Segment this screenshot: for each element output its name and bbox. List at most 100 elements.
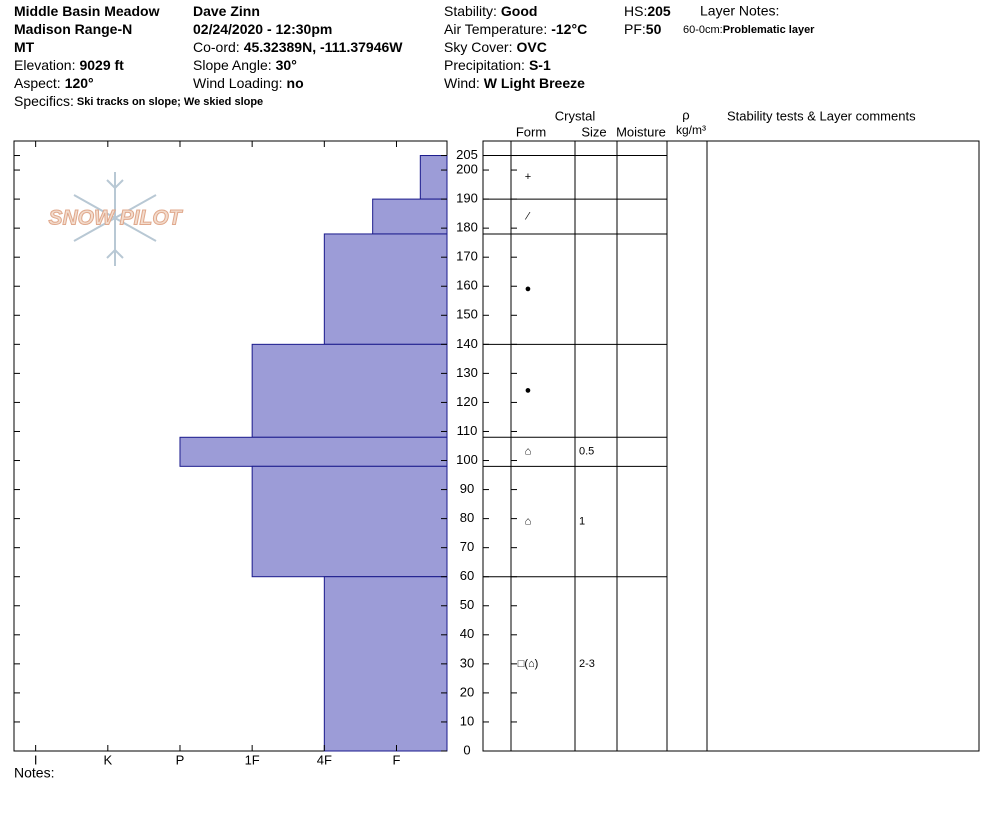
x-tick-label: 1F [245,752,260,767]
header-field: Aspect: 120° [14,75,94,91]
y-tick-label: 200 [456,161,478,176]
field-value: 9029 ft [79,57,124,73]
y-tick-label: 150 [456,307,478,322]
header-field: Precipitation: S-1 [444,57,551,73]
header-field: 02/24/2020 - 12:30pm [193,21,332,37]
y-tick-label: 20 [460,684,474,699]
field-value: Middle Basin Meadow [14,3,160,19]
y-tick-label: 40 [460,626,474,641]
grain-form: □(⌂) [518,658,539,670]
y-tick-label: 30 [460,655,474,670]
y-tick-label: 10 [460,713,474,728]
notes: Notes: [14,765,54,781]
grain-form: ⁄ [524,210,531,222]
y-tick-label: 100 [456,452,478,467]
header-field: Madison Range-N [14,21,132,37]
column-header: Form [516,124,546,139]
flake-tip [106,179,124,259]
y-tick-label: 90 [460,481,474,496]
x-tick-label: I [34,752,38,767]
hardness-bar [419,155,448,200]
field-label: Wind: [444,75,480,91]
y-tick-label: 60 [460,568,474,583]
field-value: -12°C [551,21,587,37]
header-field: Co-ord: 45.32389N, -111.37946W [193,39,403,55]
y-tick-label: 205 [456,147,478,162]
grain-form: ⌂ [525,515,532,527]
layer-frame [482,140,980,752]
field-value: Ski tracks on slope; We skied slope [77,96,263,108]
column-header: ρ [682,107,689,122]
column-header: Crystal [555,108,596,123]
column-header: Moisture [616,124,666,139]
y-tick-label: 170 [456,249,478,264]
field-label: Precipitation: [444,57,525,73]
y-tick-label: 110 [457,423,478,438]
field-label: HS: [624,3,647,19]
field-value: Dave Zinn [193,3,260,19]
field-label: Sky Cover: [444,39,512,55]
hardness-bar [179,436,448,467]
x-tick-label: P [176,752,185,767]
field-label: Co-ord: [193,39,240,55]
header-field: 60-0cm:Problematic layer [683,24,815,36]
column-header: Stability tests & Layer comments [727,108,916,123]
field-label: PF: [624,21,646,37]
column-lines [510,141,708,751]
header-field: PF:50 [624,21,662,37]
y-tick-label: 50 [460,597,474,612]
y-tick-label: 120 [456,394,478,409]
hardness-bar [323,576,448,752]
field-label: Specifics: [14,93,74,109]
grain-form: ⌂ [525,446,532,458]
y-tick-label: 0 [463,742,470,757]
field-value: Problematic layer [723,24,815,36]
field-value: 120° [65,75,94,91]
header-field: Stability: Good [444,3,537,19]
header-field: Wind Loading: no [193,75,304,91]
header-field: Slope Angle: 30° [193,57,297,73]
field-value: Good [501,3,538,19]
field-label: Wind Loading: [193,75,283,91]
header-field: Wind: W Light Breeze [444,75,585,91]
y-tick-label: 70 [460,539,474,554]
logo: SNOW PILOT [49,207,184,230]
field-label: Air Temperature: [444,21,547,37]
field-value: 30° [276,57,297,73]
y-tick-label: 140 [456,336,478,351]
header-field: Air Temperature: -12°C [444,21,587,37]
header-field: Middle Basin Meadow [14,3,160,19]
field-value: 45.32389N, -111.37946W [244,39,404,55]
field-value: MT [14,39,35,55]
grain-form: + [525,171,531,183]
column-header: Size [581,124,606,139]
grain-size: 1 [579,515,585,527]
grain-form: ● [525,283,532,295]
field-label: Elevation: [14,57,75,73]
header-field: Dave Zinn [193,3,260,19]
flake-arm [73,194,157,242]
hardness-bar [372,198,448,235]
column-header: kg/m³ [676,123,706,137]
x-tick-label: K [103,752,112,767]
header-field: HS:205 [624,3,671,19]
field-value: 50 [646,21,662,37]
y-tick-label: 130 [456,365,478,380]
field-label: Stability: [444,3,497,19]
field-value: Madison Range-N [14,21,132,37]
field-value: no [287,75,304,91]
y-tick-label: 80 [460,510,474,525]
hardness-bar [251,465,448,578]
x-tick-label: F [393,752,401,767]
field-label: 60-0cm: [683,24,723,36]
logo-flake [73,172,157,266]
field-label: Slope Angle: [193,57,272,73]
x-tick-label: 4F [317,752,332,767]
field-label: Aspect: [14,75,61,91]
hardness-bar [251,343,448,438]
y-tick-label: 190 [456,191,478,206]
y-tick-label: 180 [456,220,478,235]
header-field: Elevation: 9029 ft [14,57,124,73]
